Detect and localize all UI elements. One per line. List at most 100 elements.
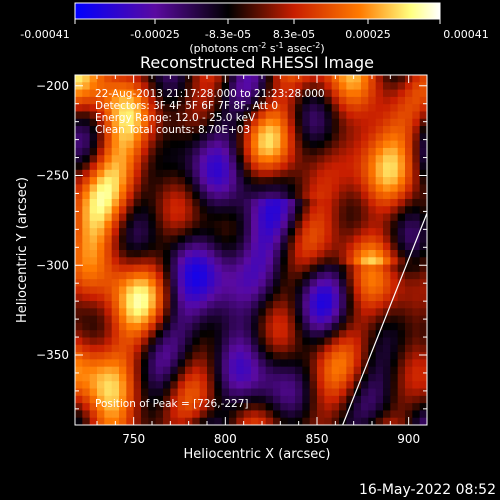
heatmap-cell [133,75,142,83]
heatmap-cell [390,301,399,309]
heatmap-cell [295,118,303,127]
heatmap-cell [295,198,303,207]
heatmap-cell [324,140,333,149]
heatmap-cell [126,308,135,317]
heatmap-cell [221,403,230,411]
heatmap-cell [170,322,179,331]
heatmap-cell [185,206,193,214]
heatmap-cell [405,293,413,302]
heatmap-cell [346,388,355,397]
heatmap-cell [383,337,391,346]
heatmap-cell [148,133,157,142]
heatmap-cell [295,381,303,389]
heatmap-cell [368,286,377,295]
heatmap-cell [405,118,413,127]
heatmap-cell [405,177,413,185]
heatmap-cell [309,286,318,295]
heatmap-cell [97,235,105,244]
heatmap-cell [412,191,421,200]
heatmap-cell [221,213,230,222]
heatmap-cell [383,169,391,178]
heatmap-cell [82,293,91,302]
heatmap-cell [133,220,142,229]
heatmap-cell [229,279,237,287]
heatmap-cell [119,111,127,120]
heatmap-cell [419,293,427,302]
heatmap-cell [148,235,157,244]
heatmap-cells [75,75,427,425]
heatmap-cell [104,96,113,105]
heatmap-cell [177,96,186,105]
heatmap-cell [309,169,318,178]
heatmap-cell [155,162,164,171]
heatmap-cell [229,359,237,368]
heatmap-cell [280,206,289,214]
heatmap-cell [155,133,164,142]
heatmap-cell [317,403,325,411]
heatmap-cell [199,206,208,214]
heatmap-cell [375,337,384,346]
heatmap-cell [324,293,333,302]
heatmap-cell [82,257,91,265]
heatmap-cell [353,293,362,302]
heatmap-cell [111,293,120,302]
heatmap-cell [273,213,281,222]
y-tick-label: −300 [36,258,69,272]
heatmap-cell [258,308,267,317]
colorbar-unit: (photons cm-2 s-1 asec-2) [189,41,324,55]
heatmap-cell [390,279,399,287]
heatmap-cell [111,104,120,112]
heatmap-cell [163,118,171,127]
heatmap-cell [331,162,340,171]
heatmap-cell [236,403,245,411]
heatmap-cell [141,184,149,193]
heatmap-cell [331,96,340,105]
heatmap-cell [324,104,333,112]
heatmap-cell [97,264,105,273]
heatmap-cell [412,395,421,404]
heatmap-cell [229,242,237,251]
heatmap-cell [97,344,105,353]
heatmap-cell [295,352,303,360]
heatmap-cell [229,315,237,324]
heatmap-cell [185,89,193,98]
heatmap-cell [309,96,318,105]
heatmap-cell [192,111,201,120]
heatmap-cell [97,111,105,120]
heatmap-cell [104,264,113,273]
heatmap-cell [258,82,267,90]
heatmap-cell [170,242,179,251]
heatmap-cell [155,155,164,163]
heatmap-cell [119,286,127,295]
heatmap-cell [119,388,127,397]
heatmap-cell [192,89,201,98]
heatmap-cell [390,337,399,346]
heatmap-cell [229,104,237,112]
heatmap-cell [82,213,91,222]
heatmap-cell [346,89,355,98]
heatmap-cell [155,220,164,229]
heatmap-cell [265,140,274,149]
heatmap-cell [126,104,135,112]
heatmap-cell [331,206,340,214]
heatmap-cell [273,169,281,178]
heatmap-cell [177,242,186,251]
heatmap-cell [155,177,164,185]
heatmap-cell [229,410,237,419]
heatmap-cell [75,293,83,302]
heatmap-cell [346,162,355,171]
heatmap-cell [287,235,296,244]
heatmap-cell [273,126,281,134]
heatmap-cell [133,140,142,149]
heatmap-cell [148,388,157,397]
heatmap-cell [155,315,164,324]
heatmap-cell [126,301,135,309]
heatmap-cell [243,162,252,171]
heatmap-cell [89,147,98,156]
heatmap-cell [229,140,237,149]
heatmap-cell [339,213,347,222]
heatmap-cell [346,279,355,287]
heatmap-cell [346,373,355,382]
heatmap-cell [397,220,406,229]
heatmap-cell [199,228,208,236]
